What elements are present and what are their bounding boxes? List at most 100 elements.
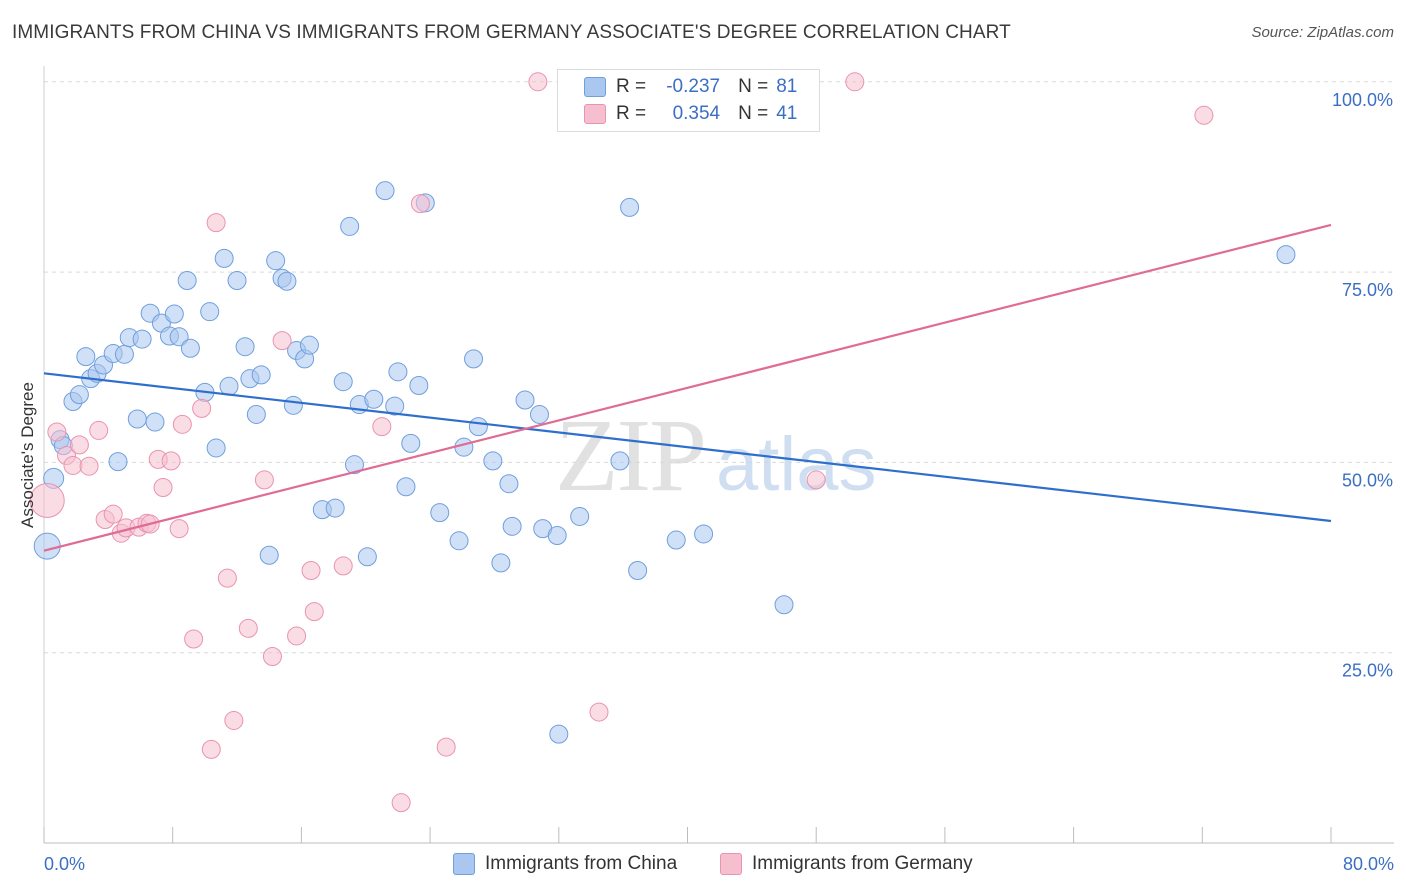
germany-point [528,72,548,92]
germany-point [153,478,173,498]
germany-n-label: N = [738,103,769,124]
germany-point [304,602,324,622]
germany-point [224,710,244,730]
china-swatch [584,77,606,97]
stats-row-germany: R = 0.354 N = 41 [584,101,798,127]
y-tick-label: 100.0% [1332,90,1393,110]
china-point [499,474,519,494]
china-point [666,530,686,550]
germany-r-value: 0.354 [672,103,721,124]
watermark-zip: ZIP [555,398,705,513]
china-point [483,451,503,471]
germany-point [63,455,83,475]
china-point [620,197,640,217]
china-point [283,395,303,415]
legend-germany-swatch [720,853,742,875]
china-r-value: -0.237 [666,76,721,97]
germany-point [238,618,258,638]
china-point [610,451,630,471]
germany-point [47,422,67,442]
germany-point [391,793,411,813]
china-point [357,547,377,567]
y-axis-label: Associate's Degree [18,382,37,528]
legend-germany-label: Immigrants from Germany [752,853,973,874]
china-point [164,304,184,324]
stats-box: R = -0.237 N = 81 R = 0.354 N = 41 [557,69,820,132]
germany-point [103,504,123,524]
china-point [774,595,794,615]
axes [43,66,1394,844]
germany-point [79,456,99,476]
china-point [396,477,416,497]
china-point [491,553,511,573]
legend-china-swatch [453,853,475,875]
china-point [299,335,319,355]
germany-point [845,72,865,92]
germany-point [201,739,221,759]
germany-point [29,482,65,518]
china-point [246,404,266,424]
china-point [628,560,648,580]
china-point [214,248,234,268]
germany-point [161,451,181,471]
china-point [127,409,147,429]
china-point [325,498,345,518]
trend-lines [43,223,1332,552]
tick-labels: 25.0% 50.0% 75.0% 100.0% 0.0% 80.0% [44,90,1394,874]
y-tick-label: 50.0% [1342,470,1393,490]
china-point [529,404,549,424]
china-point [69,385,89,405]
china-point [388,362,408,382]
china-point [200,302,220,322]
watermark-atlas: atlas [716,422,877,507]
china-point [180,338,200,358]
germany-point [589,702,609,722]
germany-point [206,213,226,233]
china-point [219,376,239,396]
china-point [449,531,469,551]
china-point [468,417,488,437]
china-point [145,412,165,432]
chart-title: IMMIGRANTS FROM CHINA VS IMMIGRANTS FROM… [12,22,1011,43]
legend-item-china: Immigrants from China [453,852,677,876]
x-tick-label: 0.0% [44,854,85,874]
china-n-value: 81 [776,76,798,97]
germany-point [806,470,826,490]
germany-point [410,194,430,214]
germany-point [372,417,392,437]
germany-point [89,420,109,440]
germany-n-value: 41 [776,103,798,124]
china-point [108,452,128,472]
china-point [235,337,255,357]
china-point [515,390,535,410]
china-point [206,438,226,458]
legend-china-label: Immigrants from China [485,853,678,874]
china-trend-line [43,372,1332,523]
scatter-points [29,72,1296,813]
china-point [409,376,429,396]
china-point [547,525,567,545]
china-point [694,524,714,544]
china-point [430,503,450,523]
china-point [401,433,421,453]
germany-point [301,560,321,580]
china-n-label: N = [738,76,769,97]
germany-point [333,556,353,576]
germany-point [184,629,204,649]
germany-swatch [584,104,606,124]
china-point [259,545,279,565]
germany-trend-line [43,223,1332,552]
china-point [33,532,61,560]
stats-row-china: R = -0.237 N = 81 [584,74,798,100]
china-point [454,437,474,457]
china-point [227,270,247,290]
china-point [277,271,297,291]
china-point [385,396,405,416]
source-text: Source: ZipAtlas.com [1251,24,1394,41]
china-point [266,251,286,271]
germany-point [1194,105,1214,125]
germany-point [217,568,237,588]
y-tick-label: 75.0% [1342,280,1393,300]
germany-point [272,331,292,351]
